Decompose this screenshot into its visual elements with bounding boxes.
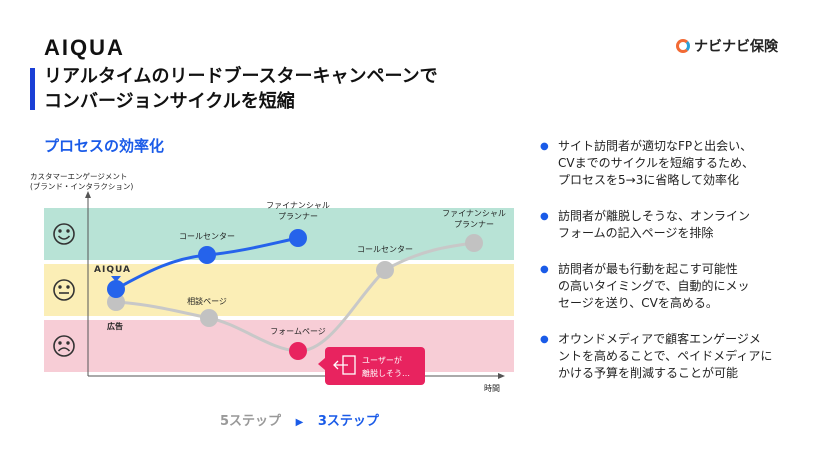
steps-arrow-icon: ▶: [295, 417, 304, 428]
benefit-item: ● オウンドメディアで顧客エンゲージメ ントを高めることで、ペイドメディアに か…: [540, 332, 773, 380]
aiqua-marker-icon: [111, 276, 121, 282]
label-blue-callcenter: コールセンター: [179, 232, 235, 241]
bullet-icon: ●: [540, 264, 549, 275]
journey-diagram: 時間 AIQUA コールセンター ファイナンシャル プランナー 広告 相談ページ…: [44, 191, 514, 393]
grey-node-ad: [107, 293, 125, 311]
bullet-icon: ●: [540, 334, 549, 345]
blue-node-callcenter: [198, 246, 216, 264]
band-happy: [44, 208, 514, 260]
page-title-line2: コンバージョンサイクルを短縮: [44, 91, 295, 112]
steps-after: 3ステップ: [317, 414, 379, 429]
callout-line1: ユーザーが: [362, 355, 402, 365]
label-consult: 相談ページ: [187, 296, 227, 306]
grey-node-callcenter: [376, 261, 394, 279]
happy-icon: [53, 223, 75, 245]
benefit-item: ● 訪問者が離脱しそうな、オンライン フォームの記入ページを排除: [540, 209, 751, 240]
benefit-item: ● サイト訪問者が適切なFPと出会い、 CVまでのサイクルを短縮するため、 プロ…: [540, 139, 754, 187]
step-comparison: 5ステップ ▶ 3ステップ: [220, 410, 379, 429]
bullet-icon: ●: [540, 141, 549, 152]
y-axis-label-line1: カスタマーエンゲージメント: [30, 172, 128, 181]
y-axis-label-line2: (ブランド・インタラクション): [30, 182, 134, 191]
partner-logo-text: ナビナビ保険: [694, 39, 778, 55]
section-title: プロセスの効率化: [44, 137, 165, 155]
benefit-list: ● サイト訪問者が適切なFPと出会い、 CVまでのサイクルを短縮するため、 プロ…: [540, 138, 810, 401]
blue-node-aiqua: [107, 280, 125, 298]
benefit-item: ● 訪問者が最も行動を起こす可能性 の高いタイミングで、自動的にメッ セージを送…: [540, 262, 750, 310]
label-ad: 広告: [107, 321, 123, 331]
exit-icon: [333, 355, 356, 375]
neutral-icon: [53, 279, 75, 301]
y-axis-label: カスタマーエンゲージメント (ブランド・インタラクション): [30, 172, 133, 192]
label-grey-fp-2: プランナー: [454, 220, 494, 229]
label-grey-callcenter: コールセンター: [357, 245, 413, 254]
partner-logo: ナビナビ保険: [676, 36, 778, 56]
navinavi-logo-icon: [676, 39, 690, 53]
blue-node-fp: [289, 229, 307, 247]
x-axis-label: 時間: [484, 384, 500, 393]
label-grey-fp-1: ファイナンシャル: [442, 209, 506, 218]
dropoff-callout: ユーザーが 離脱しそう…: [318, 347, 425, 385]
bullet-icon: ●: [540, 211, 549, 222]
title-accent-bar: [30, 68, 35, 110]
page-title-line1: リアルタイムのリードブースターキャンペーンで: [44, 66, 438, 87]
page-title: リアルタイムのリードブースターキャンペーンで コンバージョンサイクルを短縮: [44, 64, 438, 114]
grey-node-fp: [465, 234, 483, 252]
grey-node-consult: [200, 309, 218, 327]
aiqua-logo: AIQUA: [44, 35, 125, 60]
label-form: フォームページ: [270, 327, 326, 336]
label-blue-fp-1: ファイナンシャル: [266, 201, 330, 210]
x-axis-arrow: [498, 373, 505, 379]
label-blue-fp-2: プランナー: [278, 212, 318, 221]
y-axis-arrow: [85, 191, 91, 198]
grey-node-form: [289, 342, 307, 360]
callout-line2: 離脱しそう…: [362, 368, 410, 378]
sad-icon: [53, 335, 75, 357]
steps-before: 5ステップ: [220, 414, 282, 429]
label-aiqua: AIQUA: [94, 265, 131, 275]
